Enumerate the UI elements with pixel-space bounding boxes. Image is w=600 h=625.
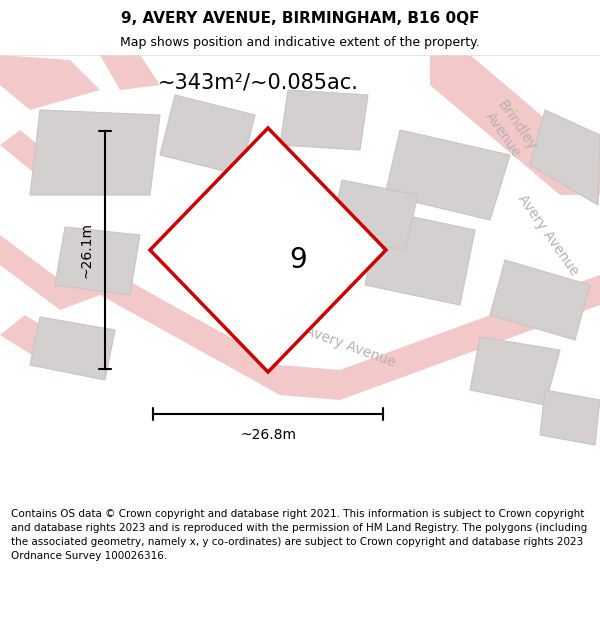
Text: Map shows position and indicative extent of the property.: Map shows position and indicative extent…	[120, 36, 480, 49]
Text: ~26.8m: ~26.8m	[240, 428, 296, 442]
Text: Avery Avenue: Avery Avenue	[303, 324, 397, 370]
Text: Contains OS data © Crown copyright and database right 2021. This information is : Contains OS data © Crown copyright and d…	[11, 509, 587, 561]
Polygon shape	[490, 260, 590, 340]
Polygon shape	[160, 95, 255, 175]
Polygon shape	[100, 55, 160, 90]
Polygon shape	[280, 90, 368, 150]
Polygon shape	[470, 337, 560, 405]
Text: 9, AVERY AVENUE, BIRMINGHAM, B16 0QF: 9, AVERY AVENUE, BIRMINGHAM, B16 0QF	[121, 11, 479, 26]
Text: 9: 9	[289, 246, 307, 274]
Polygon shape	[30, 317, 115, 380]
Text: ~26.1m: ~26.1m	[79, 222, 93, 278]
Polygon shape	[330, 180, 418, 250]
Polygon shape	[0, 130, 75, 190]
Polygon shape	[0, 315, 65, 360]
Polygon shape	[30, 110, 160, 195]
Polygon shape	[0, 55, 100, 110]
Polygon shape	[55, 227, 140, 295]
Text: Avery Avenue: Avery Avenue	[515, 192, 581, 278]
Text: Brindley
Avenue: Brindley Avenue	[481, 98, 539, 162]
Polygon shape	[430, 55, 600, 195]
Polygon shape	[365, 210, 475, 305]
Polygon shape	[385, 130, 510, 220]
Polygon shape	[530, 110, 600, 205]
Polygon shape	[150, 128, 386, 372]
Text: ~343m²/~0.085ac.: ~343m²/~0.085ac.	[158, 73, 358, 93]
Polygon shape	[0, 235, 600, 400]
Polygon shape	[540, 390, 600, 445]
